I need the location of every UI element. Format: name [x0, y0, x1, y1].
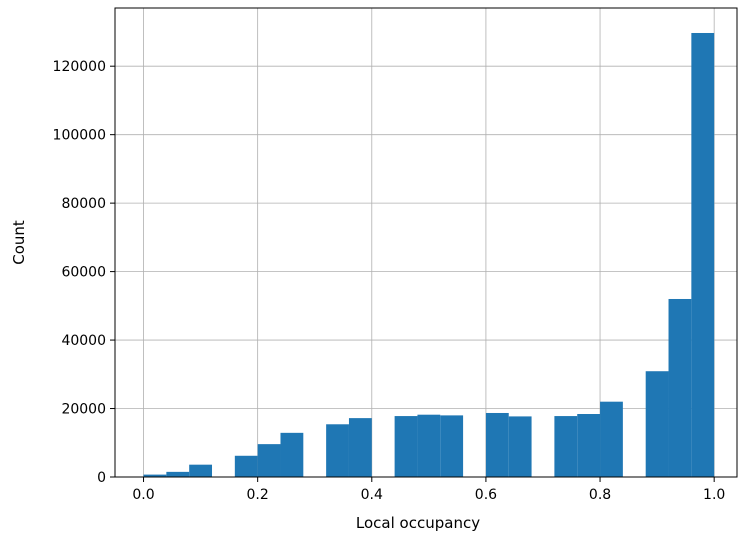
y-tick-label: 0: [97, 470, 106, 486]
y-tick-label: 40000: [61, 333, 106, 349]
y-tick-label: 60000: [61, 265, 106, 281]
y-tick-label: 120000: [53, 59, 106, 75]
x-tick-label: 0.4: [361, 487, 383, 503]
histogram-bar: [143, 474, 167, 477]
histogram-bar: [645, 371, 669, 477]
histogram-bar: [280, 432, 304, 477]
x-tick-label: 0.0: [132, 487, 154, 503]
histogram-bar: [234, 455, 258, 477]
histogram-bar: [554, 416, 578, 477]
x-tick-label: 0.8: [589, 487, 611, 503]
histogram-bar: [189, 464, 213, 477]
histogram-bar: [485, 412, 509, 477]
y-tick-label: 100000: [53, 128, 106, 144]
histogram-bar: [257, 444, 281, 477]
histogram-bar: [394, 416, 418, 477]
histogram-bar: [691, 32, 715, 477]
histogram-bar: [417, 414, 441, 477]
histogram-bar: [668, 298, 692, 477]
x-tick-label: 0.2: [247, 487, 269, 503]
histogram-bar: [577, 414, 601, 477]
histogram-bar: [508, 416, 532, 477]
plot-frame: [114, 7, 738, 478]
histogram-bar: [440, 415, 464, 477]
histogram-bar: [348, 418, 372, 477]
x-tick-label: 1.0: [703, 487, 725, 503]
histogram-bar: [600, 401, 623, 477]
x-axis-label: Local occupancy: [356, 514, 480, 532]
y-tick-label: 20000: [61, 402, 106, 418]
x-tick-label: 0.6: [475, 487, 497, 503]
y-tick-label: 80000: [61, 196, 106, 212]
y-axis-label: Count: [10, 220, 28, 265]
histogram-bar: [166, 471, 190, 477]
histogram-bar: [326, 424, 349, 477]
